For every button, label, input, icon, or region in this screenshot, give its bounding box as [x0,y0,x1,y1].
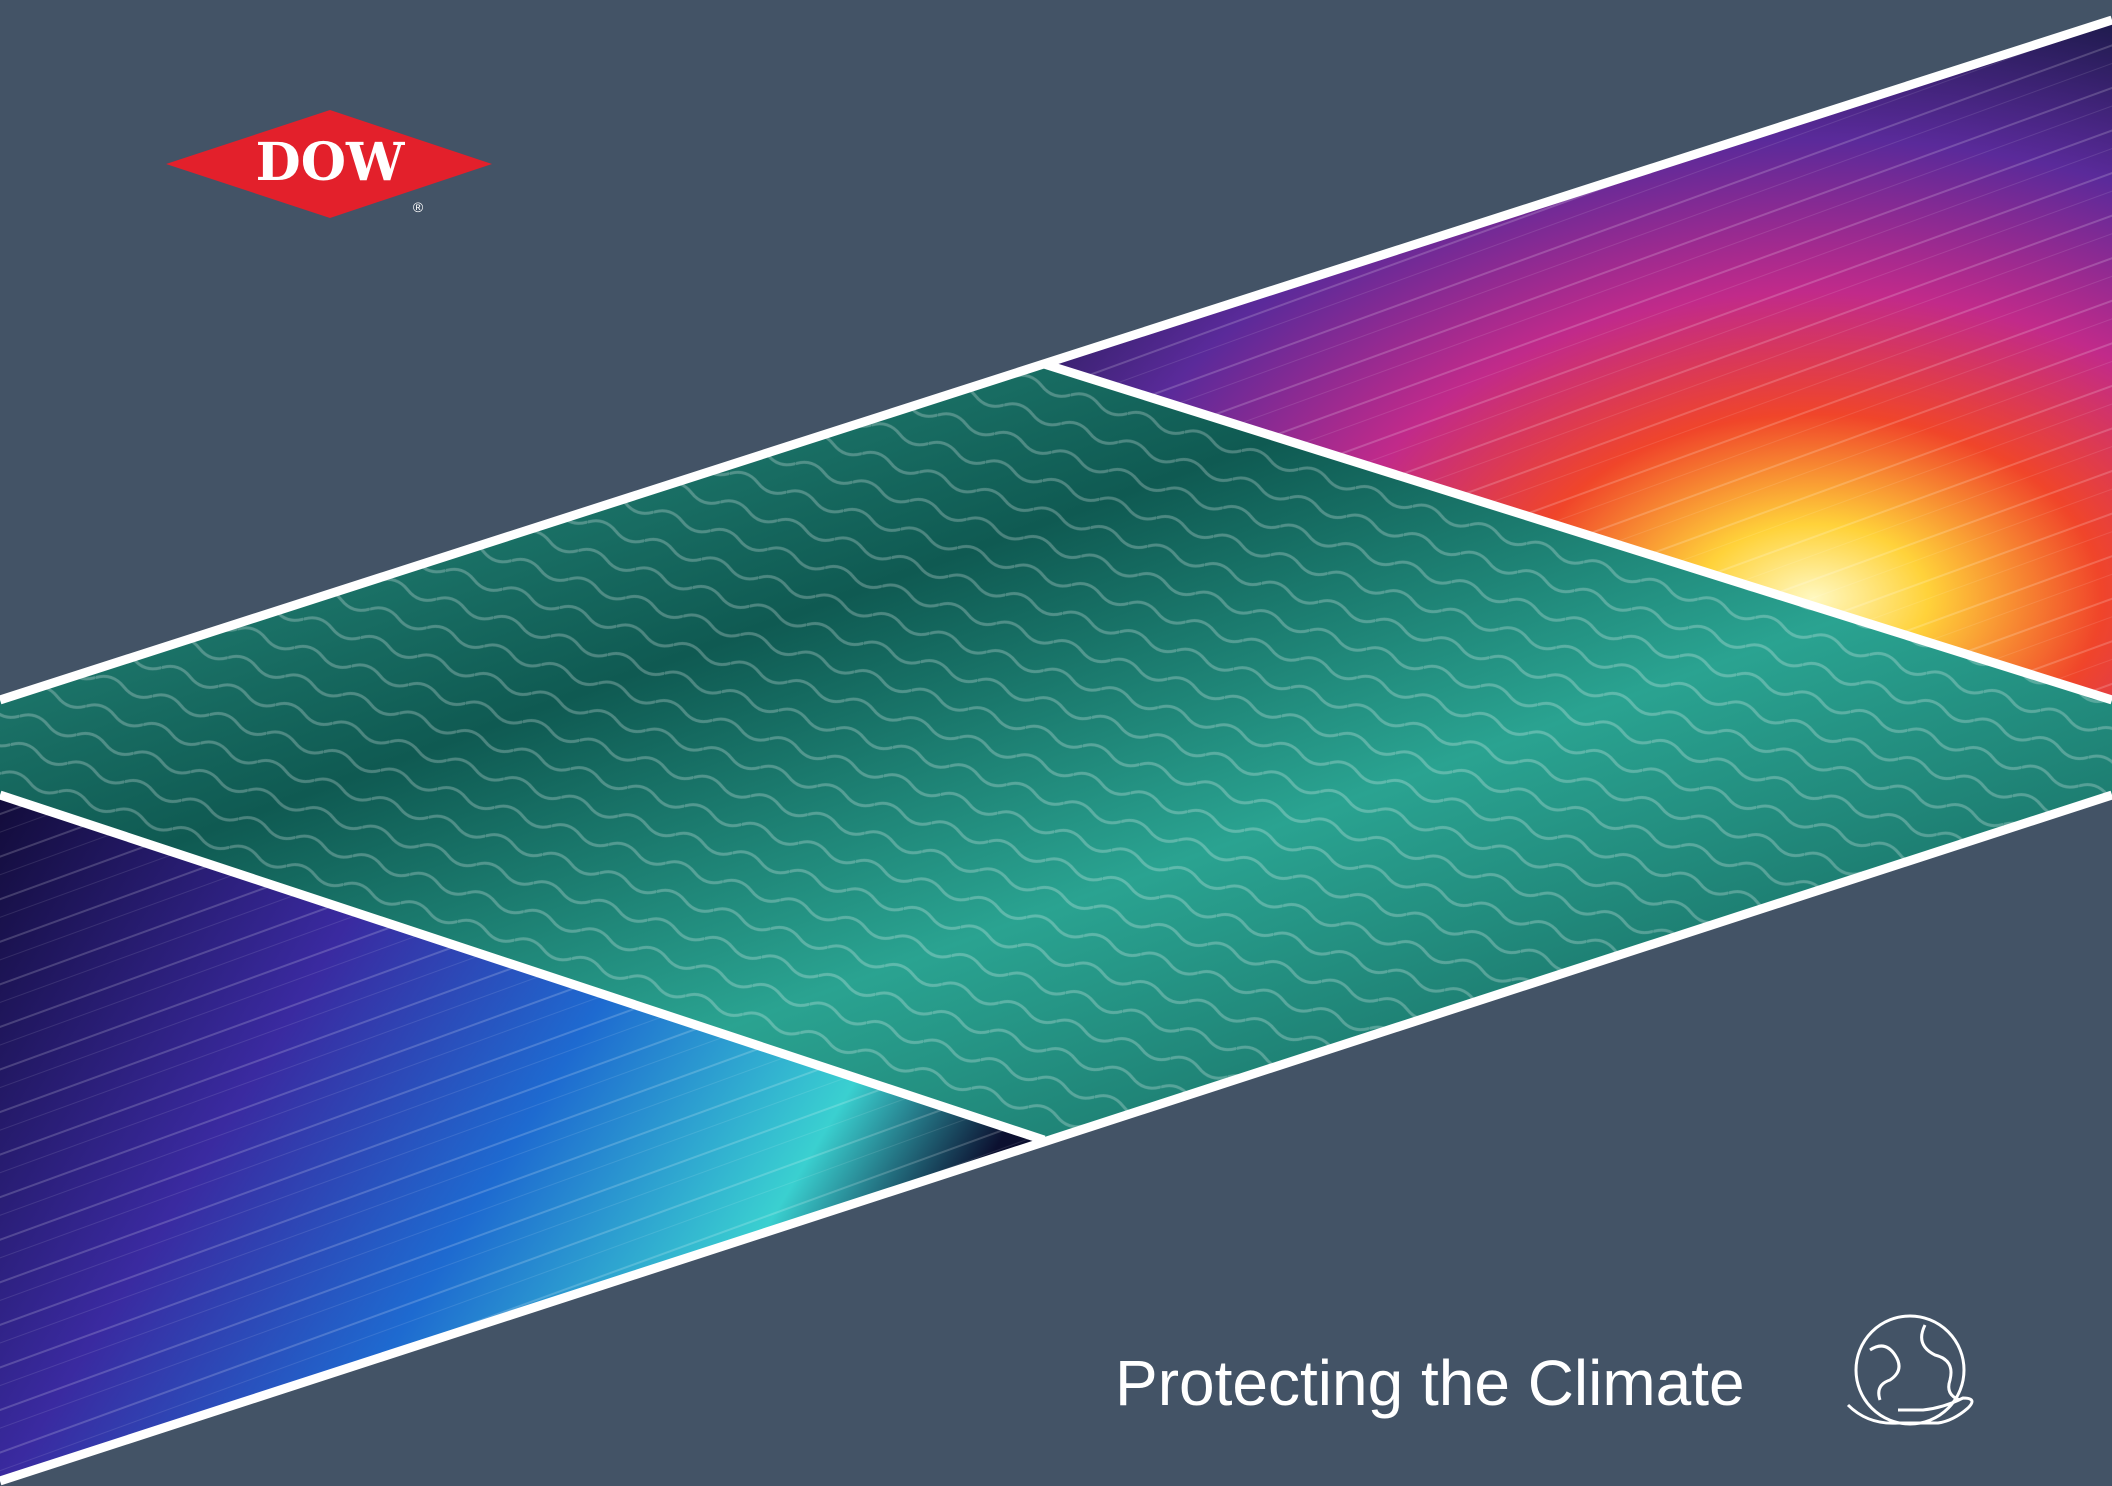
climate-icon [1846,1314,1974,1426]
divider [0,790,1046,1145]
band-borders [0,15,2112,1486]
border [0,15,2112,705]
logo: DOW ® [166,110,492,218]
image-texture [0,364,2112,1140]
cover-title: Protecting the Climate [1115,1347,1745,1419]
logo-mark: ® [413,199,424,215]
logo-text: DOW [256,132,406,193]
image-texture [0,795,1044,1481]
logo-diamond [166,110,492,218]
image-texture [1044,20,2112,700]
border [0,790,2112,1486]
divider [1042,359,2112,705]
image-band [0,15,2112,1486]
